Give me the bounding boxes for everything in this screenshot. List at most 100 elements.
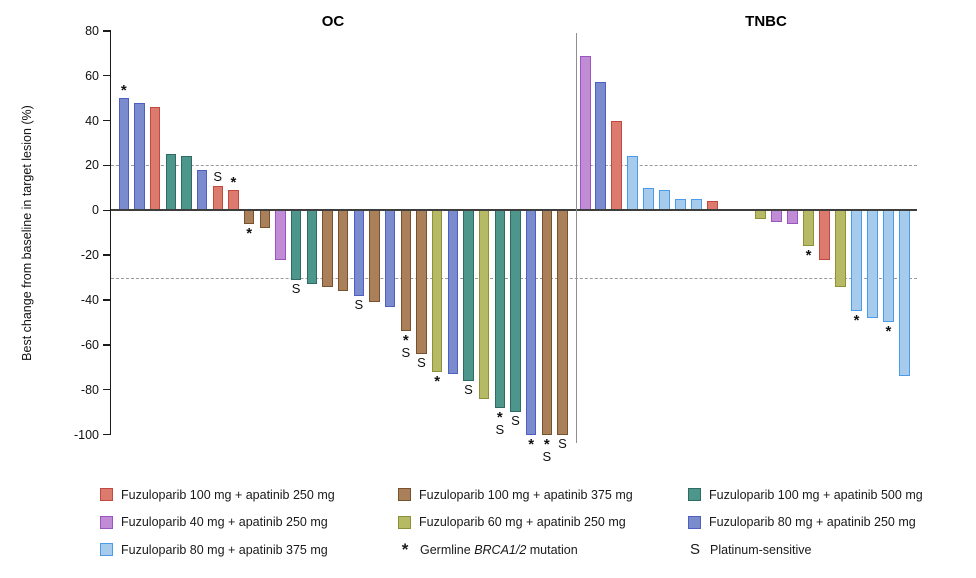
panel-divider (576, 33, 578, 443)
y-tick (103, 344, 111, 346)
y-tick-label: 60 (85, 68, 99, 83)
platinum-sensitive-marker: S (542, 448, 552, 464)
germline-brca-marker: * (120, 82, 127, 100)
bar (803, 210, 815, 247)
legend-label: Fuzuloparib 100 mg + apatinib 375 mg (419, 487, 633, 502)
germline-brca-marker: * (853, 312, 860, 330)
bar (882, 210, 894, 323)
bar (463, 210, 474, 381)
legend-item: Fuzuloparib 100 mg + apatinib 375 mg (398, 488, 688, 502)
bar (557, 210, 568, 435)
platinum-sensitive-marker: S (417, 354, 426, 370)
platinum-sensitive-marker: S (495, 421, 505, 437)
legend-swatch-brown (398, 488, 411, 502)
y-tick (103, 164, 111, 167)
legend-item: Fuzuloparib 100 mg + apatinib 500 mg (688, 488, 923, 502)
legend-item: Fuzuloparib 60 mg + apatinib 250 mg (398, 515, 688, 529)
legend-item: Fuzuloparib 80 mg + apatinib 250 mg (688, 515, 923, 529)
y-tick (103, 119, 111, 122)
bar (400, 210, 412, 332)
panel-title: TNBC (745, 13, 787, 30)
x-baseline (111, 209, 917, 212)
bar (595, 82, 607, 211)
legend-swatch-slate (688, 515, 701, 529)
legend-label: Fuzuloparib 100 mg + apatinib 500 mg (709, 487, 923, 502)
bar (165, 154, 176, 211)
y-tick (103, 74, 111, 77)
bar (290, 210, 302, 280)
y-tick (103, 433, 111, 436)
legend-swatch-sky (100, 543, 113, 557)
bar (275, 210, 286, 260)
legend-swatch-purple (100, 515, 113, 529)
y-tick-label: -100 (73, 427, 99, 442)
bar (771, 210, 783, 222)
bar (755, 210, 767, 220)
bar (478, 210, 490, 399)
legend-label: Fuzuloparib 60 mg + apatinib 250 mg (419, 515, 626, 530)
bar (228, 190, 239, 211)
y-tick (103, 30, 111, 32)
bar (850, 210, 862, 312)
bar (510, 210, 521, 413)
bar (898, 210, 910, 377)
legend-swatch-olive (398, 515, 411, 529)
bar (212, 185, 224, 211)
legend-item: * Germline BRCA1/2 mutation (398, 539, 688, 559)
platinum-sensitive-marker: S (689, 541, 700, 559)
legend-label: Fuzuloparib 100 mg + apatinib 250 mg (121, 487, 335, 502)
platinum-sensitive-marker: S (401, 345, 411, 361)
y-tick-label: -80 (80, 382, 99, 397)
legend-item: Fuzuloparib 100 mg + apatinib 250 mg (100, 488, 398, 502)
germline-brca-marker: * (401, 539, 409, 559)
y-tick (103, 209, 111, 212)
bar (431, 210, 443, 372)
bar (787, 210, 799, 224)
legend-label: Platinum-sensitive (710, 542, 812, 557)
y-tick-label: -60 (80, 337, 99, 352)
legend-item: Fuzuloparib 80 mg + apatinib 375 mg (100, 543, 398, 557)
bar (659, 190, 671, 211)
bar (149, 107, 161, 211)
bar (118, 98, 129, 211)
bar (447, 210, 459, 375)
y-axis-line (109, 30, 112, 435)
bar (643, 187, 655, 211)
germline-brca-marker: * (434, 372, 441, 390)
y-tick-label: 0 (92, 203, 99, 218)
bar (353, 210, 365, 296)
platinum-sensitive-marker: S (291, 280, 301, 296)
bar (322, 210, 333, 287)
germline-brca-marker: * (230, 174, 237, 192)
germline-brca-marker: * (528, 435, 535, 453)
platinum-sensitive-marker: S (511, 413, 520, 429)
bar (306, 210, 318, 285)
legend-label: Fuzuloparib 80 mg + apatinib 250 mg (709, 515, 916, 530)
legend: Fuzuloparib 100 mg + apatinib 250 mg Fuzu… (100, 481, 923, 564)
bar (819, 210, 831, 260)
bar (835, 210, 847, 287)
legend-swatch-red (100, 488, 113, 502)
reference-line (111, 165, 917, 167)
legend-label: Fuzuloparib 40 mg + apatinib 250 mg (121, 515, 328, 530)
bar (337, 210, 349, 292)
platinum-sensitive-marker: S (464, 381, 473, 397)
bar (627, 156, 639, 211)
y-tick (103, 299, 111, 301)
y-axis-title: Best change from baseline in target lesi… (20, 105, 34, 361)
bar (611, 120, 623, 211)
y-tick-label: 20 (85, 158, 99, 173)
bar (196, 169, 208, 211)
bar (579, 55, 591, 211)
bar (243, 210, 255, 224)
germline-brca-marker: * (543, 435, 550, 453)
germline-brca-marker: * (246, 224, 253, 242)
germline-brca-marker: * (885, 323, 892, 341)
bar (384, 210, 396, 307)
bar (494, 210, 506, 408)
legend-label: Fuzuloparib 80 mg + apatinib 375 mg (121, 542, 328, 557)
y-tick-label: -20 (80, 248, 99, 263)
germline-brca-marker: * (496, 408, 503, 426)
bar (181, 156, 192, 211)
legend-label: Germline BRCA1/2 mutation (420, 542, 578, 557)
